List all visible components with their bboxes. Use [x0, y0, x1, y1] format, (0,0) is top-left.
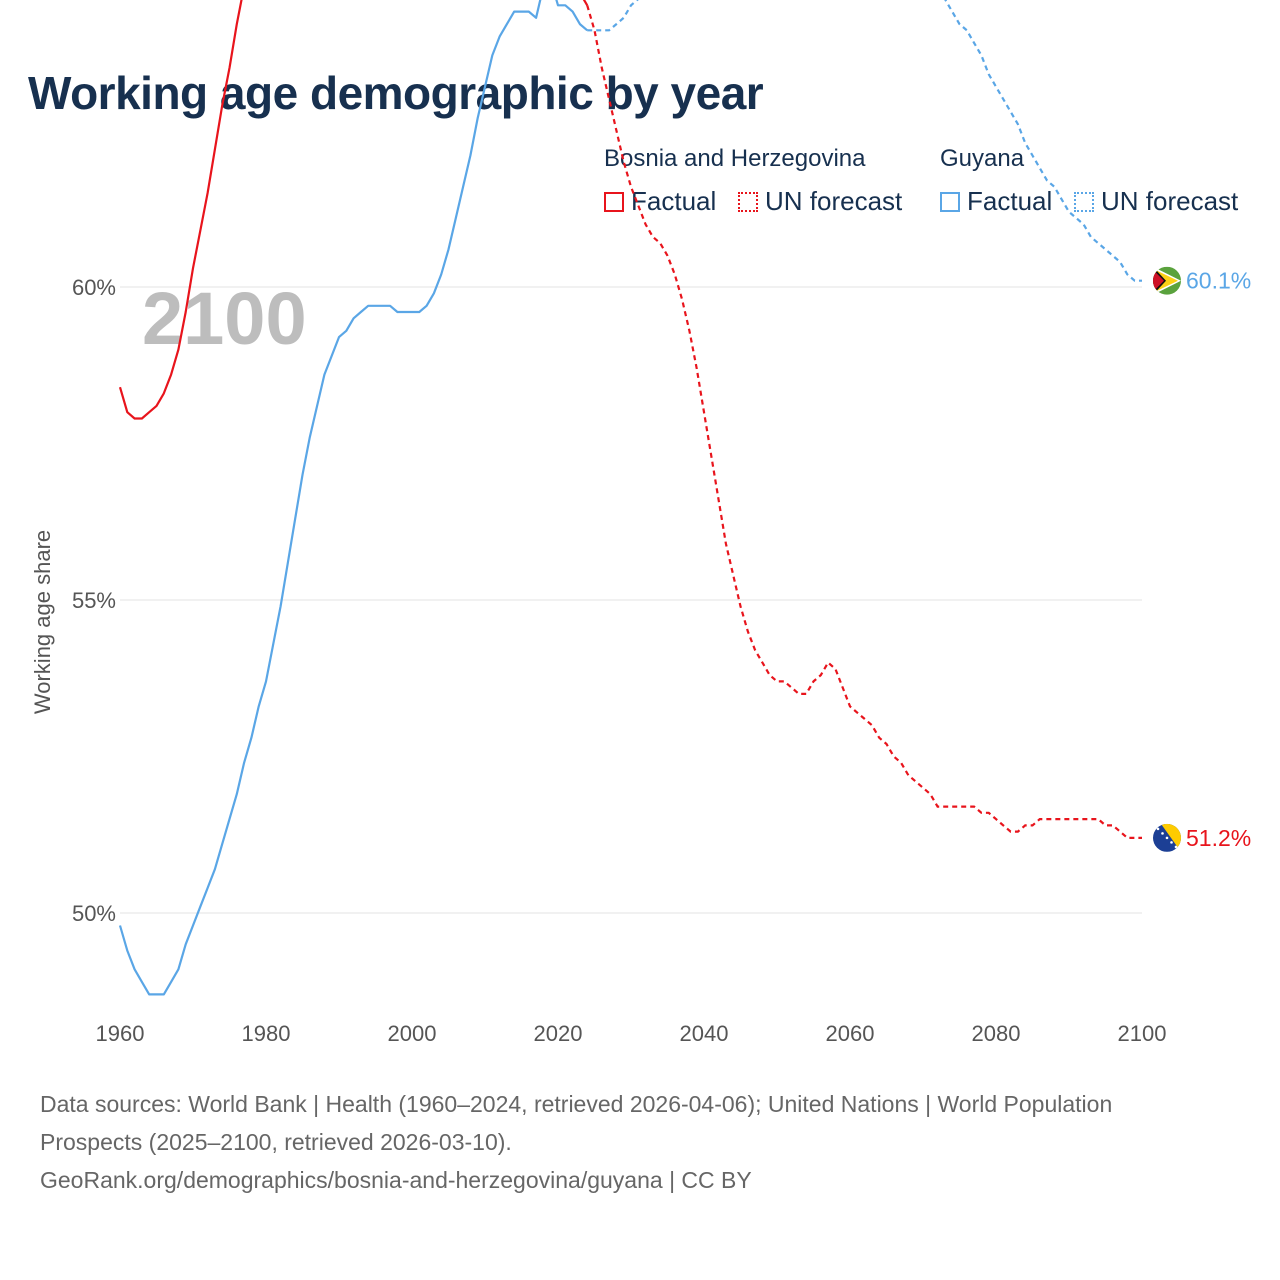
legend-group-guyana: Guyana — [940, 145, 1025, 172]
guyana-flag — [1153, 266, 1181, 295]
y-axis-ticks: 50%55%60%65%70% — [72, 275, 116, 926]
legend-label: UN forecast — [765, 186, 903, 216]
bosnia-forecast-line[interactable] — [586, 4, 1142, 840]
legend-swatch-dotted-red — [738, 191, 758, 212]
x-tick-label: 2020 — [534, 1021, 583, 1046]
grid-lines — [120, 286, 1142, 914]
legend-label: Factual — [967, 186, 1053, 216]
legend-bosnia-forecast[interactable]: UN forecast — [738, 186, 902, 217]
x-tick-label: 2000 — [388, 1021, 437, 1046]
data-sources: Data sources: World Bank | Health (1960–… — [40, 1091, 1113, 1155]
end-value-label: 51.2% — [1186, 825, 1251, 851]
series-lines — [118, 0, 1142, 996]
y-tick-label: 50% — [72, 901, 116, 926]
x-tick-label: 2100 — [1118, 1021, 1167, 1046]
legend-swatch-dotted-blue — [1074, 191, 1094, 212]
y-axis-label: Working age share — [30, 530, 55, 714]
guyana-factual-line[interactable] — [118, 0, 588, 996]
end-markers: 51.2% 60.1% — [1153, 266, 1251, 852]
guyana-forecast-line[interactable] — [587, 0, 1142, 282]
bosnia-factual-line[interactable] — [118, 0, 589, 420]
x-tick-label: 1960 — [96, 1021, 145, 1046]
chart-title: Working age demographic by year — [28, 67, 764, 119]
x-axis-ticks: 1960 1980 2000 2020 2040 2060 2080 2100 — [96, 1021, 1167, 1046]
x-tick-label: 2040 — [680, 1021, 729, 1046]
legend-guyana-factual[interactable]: Factual — [940, 186, 1052, 217]
x-tick-label: 2080 — [972, 1021, 1021, 1046]
legend-label: UN forecast — [1101, 186, 1239, 216]
legend-bosnia-factual[interactable]: Factual — [604, 186, 716, 217]
legend-guyana-forecast[interactable]: UN forecast — [1074, 186, 1238, 217]
attribution-link[interactable]: GeoRank.org/demographics/bosnia-and-herz… — [40, 1167, 752, 1193]
legend-group-bosnia: Bosnia and Herzegovina — [604, 145, 866, 172]
legend-swatch-solid-red — [604, 191, 624, 212]
y-tick-label: 55% — [72, 588, 116, 613]
x-tick-label: 1980 — [242, 1021, 291, 1046]
legend-swatch-solid-blue — [940, 191, 960, 212]
x-tick-label: 2060 — [826, 1021, 875, 1046]
bosnia-flag — [1153, 823, 1181, 852]
legend-label: Factual — [631, 186, 717, 216]
year-watermark: 2100 — [142, 277, 307, 360]
footer: Data sources: World Bank | Health (1960–… — [40, 1085, 1220, 1199]
y-tick-label: 60% — [72, 275, 116, 300]
end-value-label: 60.1% — [1186, 268, 1251, 294]
